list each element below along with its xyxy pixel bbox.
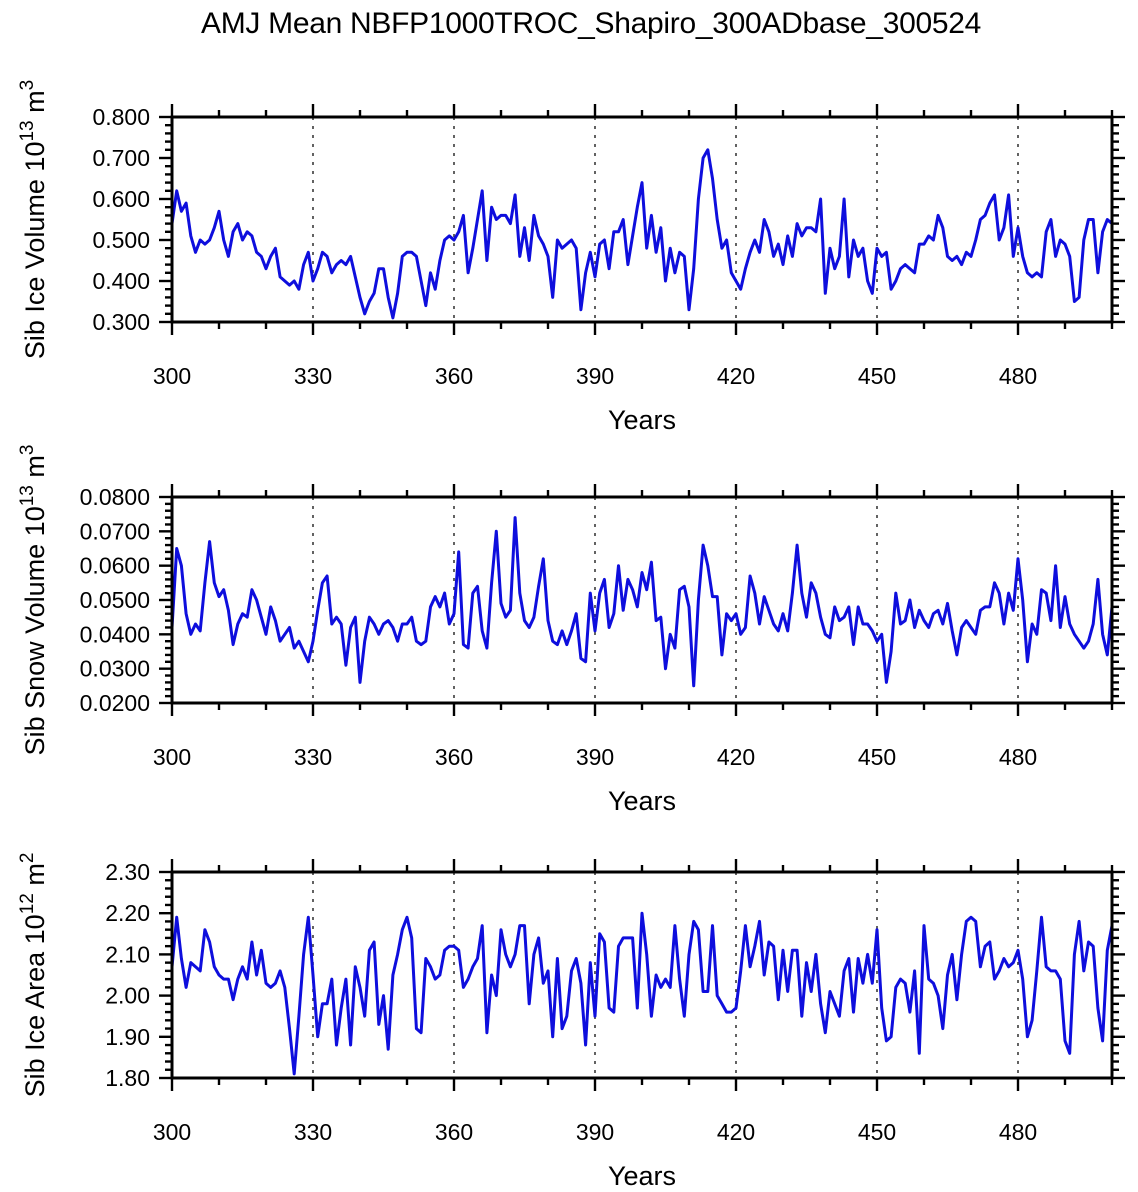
x-tick-label: 330 (294, 744, 332, 770)
y-tick-label: 0.500 (92, 227, 150, 253)
x-tick-label: 420 (717, 1119, 755, 1145)
x-tick-label: 390 (576, 744, 614, 770)
x-tick-label: 450 (858, 744, 896, 770)
y-tick-label: 0.0500 (80, 587, 150, 613)
y-axis-title: Sib Snow Volume 1013 m3 (17, 445, 50, 756)
x-tick-label: 480 (999, 363, 1037, 389)
plot-frame (170, 495, 1114, 705)
y-tick-label: 2.00 (105, 983, 150, 1009)
y-tick-label: 0.400 (92, 268, 150, 294)
x-tick-label: 360 (435, 1119, 473, 1145)
panel-sib-ice-volume: 0.300 0.400 0.500 0.600 0.700 0.800 300 330 360 3… (17, 80, 1125, 435)
x-tick-label: 360 (435, 363, 473, 389)
y-tick-label: 2.20 (105, 900, 150, 926)
y-tick-label: 2.10 (105, 941, 150, 967)
x-tick-label: 300 (153, 1119, 191, 1145)
x-tick-label: 420 (717, 744, 755, 770)
y-tick-label: 0.0400 (80, 621, 150, 647)
panel-sib-ice-area: 1.80 1.90 2.00 2.10 2.20 2.30 300 330 360 390 420 4… (17, 853, 1125, 1191)
x-axis-title: Years (608, 405, 676, 435)
y-tick-label: 1.90 (105, 1024, 150, 1050)
y-tick-label: 0.0700 (80, 518, 150, 544)
panel-sib-snow-volume: 0.0200 0.0300 0.0400 0.0500 0.0600 0.0700 0.08… (17, 445, 1125, 816)
plot-frame (170, 115, 1114, 324)
y-tick-label: 0.800 (92, 104, 150, 130)
y-axis-title: Sib Ice Volume 1013 m3 (17, 80, 50, 359)
y-tick-label: 0.700 (92, 145, 150, 171)
y-tick-label: 2.30 (105, 859, 150, 885)
sib-ice-volume-line (170, 148, 1114, 320)
sib-ice-area-line (170, 911, 1114, 1076)
x-tick-label: 450 (858, 1119, 896, 1145)
x-tick-label: 300 (153, 744, 191, 770)
y-tick-label: 0.0300 (80, 656, 150, 682)
y-tick-label: 0.600 (92, 186, 150, 212)
y-tick-label: 1.80 (105, 1065, 150, 1091)
x-axis-title: Years (608, 786, 676, 816)
y-tick-label: 0.0200 (80, 690, 150, 716)
x-tick-label: 450 (858, 363, 896, 389)
y-tick-label: 0.0600 (80, 553, 150, 579)
y-tick-label: 0.0800 (80, 484, 150, 510)
x-tick-label: 390 (576, 1119, 614, 1145)
chart-title: AMJ Mean NBFP1000TROC_Shapiro_300ADbase_… (201, 7, 981, 40)
x-tick-label: 360 (435, 744, 473, 770)
x-tick-label: 420 (717, 363, 755, 389)
y-tick-label: 0.300 (92, 309, 150, 335)
x-tick-label: 330 (294, 1119, 332, 1145)
y-axis-title: Sib Ice Area 1012 m2 (17, 853, 50, 1098)
x-axis-title: Years (608, 1161, 676, 1191)
x-tick-label: 390 (576, 363, 614, 389)
x-tick-label: 300 (153, 363, 191, 389)
x-tick-label: 480 (999, 1119, 1037, 1145)
x-tick-label: 330 (294, 363, 332, 389)
x-tick-label: 480 (999, 744, 1037, 770)
sib-snow-volume-line (170, 516, 1114, 688)
